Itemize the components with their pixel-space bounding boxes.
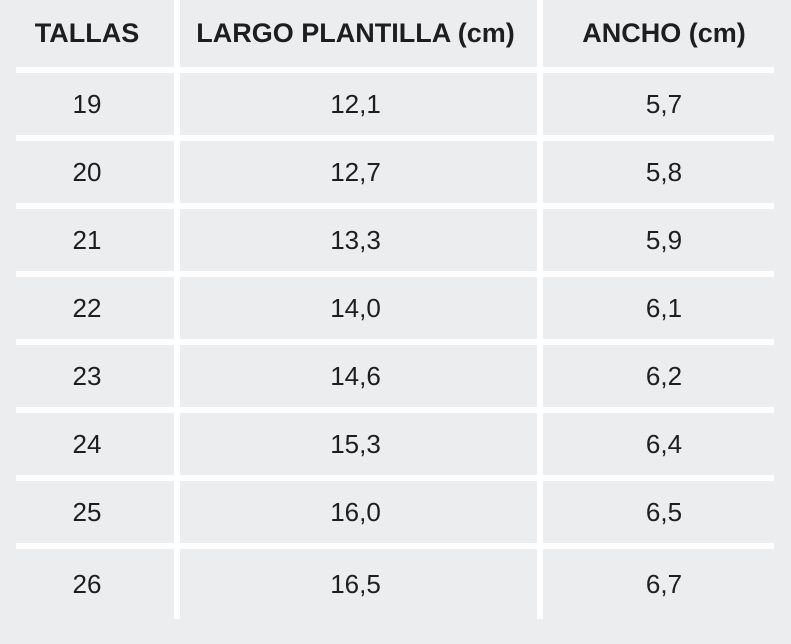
length-cell: 16,5 xyxy=(330,568,381,599)
length-cell: 14,0 xyxy=(330,292,381,323)
header-tallas: TALLAS xyxy=(34,18,140,48)
size-cell: 22 xyxy=(72,292,102,323)
table-row: 24 15,3 6,4 xyxy=(0,413,791,475)
table-row: 20 12,7 5,8 xyxy=(0,141,791,203)
length-cell: 12,1 xyxy=(330,88,381,119)
length-cell: 15,3 xyxy=(330,428,381,459)
row-separator xyxy=(16,203,774,209)
row-separator xyxy=(16,135,774,141)
width-cell: 6,2 xyxy=(645,360,683,391)
width-cell: 6,7 xyxy=(645,568,683,599)
width-cell: 6,1 xyxy=(645,292,683,323)
size-cell: 19 xyxy=(72,88,102,119)
row-separator xyxy=(16,339,774,345)
size-cell: 25 xyxy=(72,496,102,527)
size-cell: 23 xyxy=(72,360,102,391)
size-cell: 20 xyxy=(72,156,102,187)
table-row: 26 16,5 6,7 xyxy=(0,549,791,619)
row-separator xyxy=(16,271,774,277)
size-cell: 21 xyxy=(72,224,102,255)
table-row: 25 16,0 6,5 xyxy=(0,481,791,543)
table-row: 19 12,1 5,7 xyxy=(0,73,791,135)
width-cell: 6,5 xyxy=(645,496,683,527)
size-cell: 24 xyxy=(72,428,102,459)
table-body: 19 12,1 5,7 20 12,7 5,8 21 13,3 5,9 22 14,0 6,1 23 14… xyxy=(0,67,791,619)
row-separator xyxy=(16,407,774,413)
length-cell: 14,6 xyxy=(330,360,381,391)
table-row: 23 14,6 6,2 xyxy=(0,345,791,407)
row-separator xyxy=(16,543,774,549)
row-separator xyxy=(16,475,774,481)
header-ancho: ANCHO (cm) xyxy=(582,18,746,48)
width-cell: 5,8 xyxy=(645,156,683,187)
column-separator xyxy=(537,0,543,619)
row-separator xyxy=(16,67,774,73)
column-separator xyxy=(174,0,180,619)
length-cell: 13,3 xyxy=(330,224,381,255)
width-cell: 5,9 xyxy=(645,224,683,255)
header-largo-plantilla: LARGO PLANTILLA (cm) xyxy=(196,18,515,48)
table-row: 21 13,3 5,9 xyxy=(0,209,791,271)
table-row: 22 14,0 6,1 xyxy=(0,277,791,339)
table-header-row: TALLAS LARGO PLANTILLA (cm) ANCHO (cm) xyxy=(0,0,791,67)
width-cell: 6,4 xyxy=(645,428,683,459)
width-cell: 5,7 xyxy=(645,88,683,119)
size-cell: 26 xyxy=(72,568,102,599)
length-cell: 12,7 xyxy=(330,156,381,187)
length-cell: 16,0 xyxy=(330,496,381,527)
